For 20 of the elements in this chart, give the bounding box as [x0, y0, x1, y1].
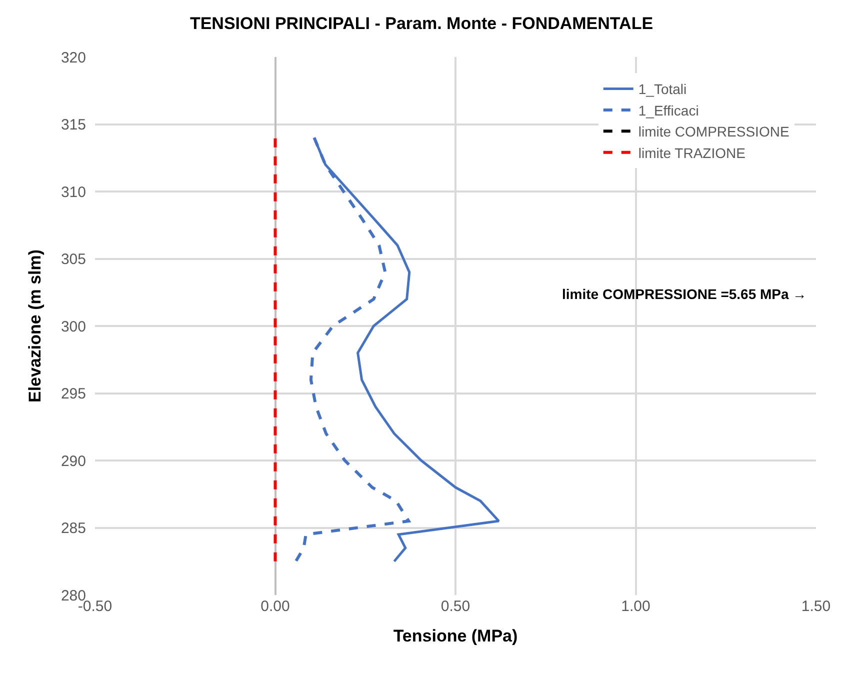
- y-tick-label: 295: [60, 386, 86, 402]
- y-tick-label: 315: [60, 116, 86, 134]
- y-tick-label: 290: [60, 452, 86, 470]
- y-tick-label: 285: [60, 520, 86, 537]
- y-tick-label: 305: [60, 251, 86, 268]
- legend-label: limite TRAZIONE: [638, 144, 746, 161]
- x-axis-title: Tensione (MPa): [393, 626, 518, 646]
- x-tick-label: 1.50: [801, 598, 831, 615]
- legend-label: limite COMPRESSIONE: [638, 124, 790, 140]
- y-tick-label: 320: [60, 49, 86, 66]
- y-tick-label: 310: [60, 184, 86, 201]
- annotation: limite COMPRESSIONE =5.65 MPa →: [562, 286, 807, 302]
- y-axis-title: Elevazione (m slm): [26, 249, 45, 403]
- chart-title: TENSIONI PRINCIPALI - Param. Monte - FONDAMENTALE: [190, 14, 654, 33]
- x-tick-label: 0.00: [260, 598, 290, 615]
- x-tick-label: 1.00: [621, 598, 650, 615]
- legend-label: 1_Totali: [638, 81, 687, 98]
- x-tick-label: 0.50: [440, 598, 470, 615]
- legend-label: 1_Efficaci: [638, 102, 699, 118]
- y-tick-label: 300: [60, 318, 86, 336]
